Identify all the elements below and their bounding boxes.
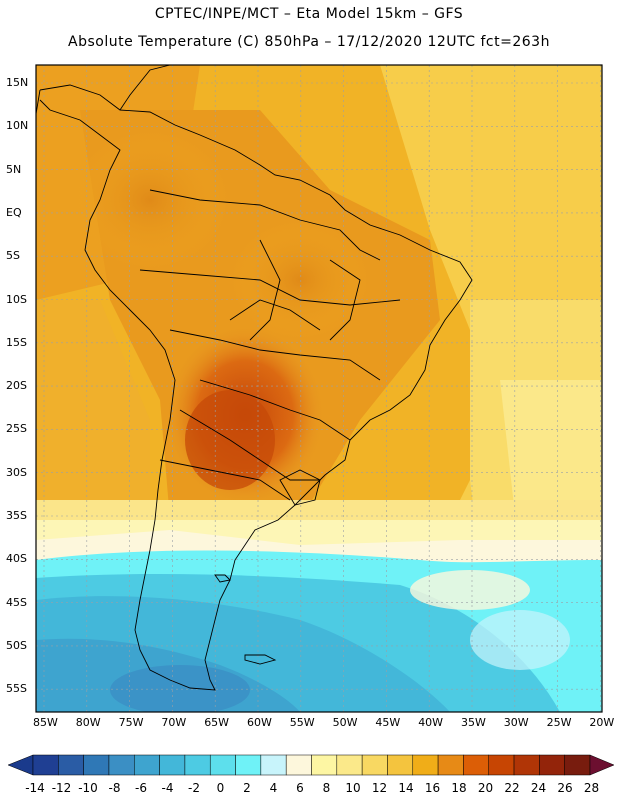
- lat-label-55s: 55S: [6, 682, 27, 696]
- lat-label-25s: 25S: [6, 422, 27, 436]
- lat-label-10s: 10S: [6, 292, 27, 306]
- coastlines: [36, 65, 473, 691]
- temperature-field: [36, 65, 602, 712]
- colorbar-label: -10: [78, 781, 98, 795]
- colorbar-label: 2: [243, 781, 251, 795]
- colorbar-swatch: [488, 754, 515, 776]
- lon-label-50w: 50W: [332, 716, 358, 729]
- colorbar-label: 26: [557, 781, 573, 795]
- colorbar-label: -8: [108, 781, 121, 795]
- lon-label-55w: 55W: [289, 716, 315, 729]
- colorbar-swatch: [311, 754, 338, 776]
- colorbar-label: 16: [424, 781, 441, 795]
- colorbar-swatch: [159, 754, 186, 776]
- colorbar-label: 0: [216, 781, 225, 795]
- colorbar-label: -4: [161, 781, 174, 795]
- colorbar-swatch: [513, 754, 540, 776]
- lat-label-40s: 40S: [6, 552, 27, 566]
- colorbar-swatch: [32, 754, 59, 776]
- lon-label-35w: 35W: [461, 716, 486, 729]
- colorbar-swatch: [83, 754, 110, 776]
- lat-label-35s: 35S: [6, 509, 27, 522]
- colorbar-swatch: [184, 754, 211, 776]
- colorbar-swatch: [437, 754, 464, 776]
- colorbar-swatch: [336, 754, 363, 776]
- lon-label-85w: 85W: [33, 716, 58, 729]
- lon-label-80w: 80W: [75, 716, 101, 729]
- lat-label-10n: 10N: [6, 119, 29, 133]
- colorbar-label: 18: [451, 781, 467, 795]
- colorbar-swatch: [539, 754, 565, 776]
- lon-label-70w: 70W: [161, 716, 187, 729]
- lon-label-60w: 60W: [247, 716, 272, 729]
- colorbar-label: -12: [51, 781, 72, 795]
- colorbar-label: 14: [398, 781, 414, 795]
- map-frame: [35, 64, 603, 713]
- colorbar-swatch: [108, 754, 135, 776]
- lat-label-5s: 5S: [6, 249, 20, 263]
- colorbar-label: 24: [530, 781, 547, 795]
- colorbar-swatch: [387, 754, 414, 776]
- lon-label-75w: 75W: [118, 716, 144, 729]
- colorbar-label: 10: [345, 781, 361, 795]
- lon-label-45w: 45W: [375, 716, 401, 729]
- lon-label-30w: 30W: [503, 716, 529, 729]
- lon-label-40w: 40W: [418, 716, 444, 729]
- colorbar-swatch: [235, 754, 262, 776]
- colorbar-label: 8: [322, 781, 331, 795]
- colorbar-label: 12: [371, 781, 388, 795]
- colorbar-swatch: [463, 754, 489, 776]
- grid-lines: [36, 65, 602, 712]
- colorbar-swatch: [260, 754, 287, 776]
- lat-label-30s: 30S: [6, 465, 27, 479]
- lat-label-eq: EQ: [6, 205, 22, 219]
- colorbar-swatch: [361, 754, 388, 776]
- map-title-line1: CPTEC/INPE/MCT – Eta Model 15km – GFS: [154, 6, 464, 22]
- colorbar-swatch: [134, 754, 160, 776]
- colorbar-label: -14: [25, 781, 45, 795]
- colorbar-swatch: [285, 754, 312, 776]
- colorbar-label: 6: [296, 781, 304, 795]
- colorbar-swatch: [564, 754, 591, 776]
- colorbar-label: 22: [504, 781, 520, 795]
- colorbar-swatch: [412, 754, 439, 776]
- colorbar-label: 4: [269, 781, 278, 795]
- colorbar-label: 20: [477, 781, 494, 795]
- colorbar-label: 28: [583, 781, 600, 795]
- lon-label-20w: 20W: [589, 716, 615, 729]
- lon-label-65w: 65W: [204, 716, 230, 729]
- lat-label-15n: 15N: [6, 76, 29, 89]
- lon-label-25w: 25W: [546, 716, 572, 729]
- lat-label-15s: 15S: [6, 335, 27, 349]
- lat-label-45s: 45S: [6, 595, 27, 609]
- colorbar-over-arrow: [589, 754, 615, 776]
- colorbar-swatch: [209, 754, 236, 776]
- map-title-line2: Absolute Temperature (C) 850hPa – 17/12/…: [68, 34, 550, 50]
- colorbar-label: -2: [188, 781, 200, 795]
- lat-label-5n: 5N: [6, 162, 22, 176]
- colorbar-under-arrow: [7, 754, 34, 776]
- colorbar: [7, 754, 615, 776]
- lat-label-50s: 50S: [6, 638, 27, 652]
- colorbar-swatch: [58, 754, 84, 776]
- lat-label-20s: 20S: [6, 379, 27, 393]
- colorbar-label: -6: [135, 781, 147, 795]
